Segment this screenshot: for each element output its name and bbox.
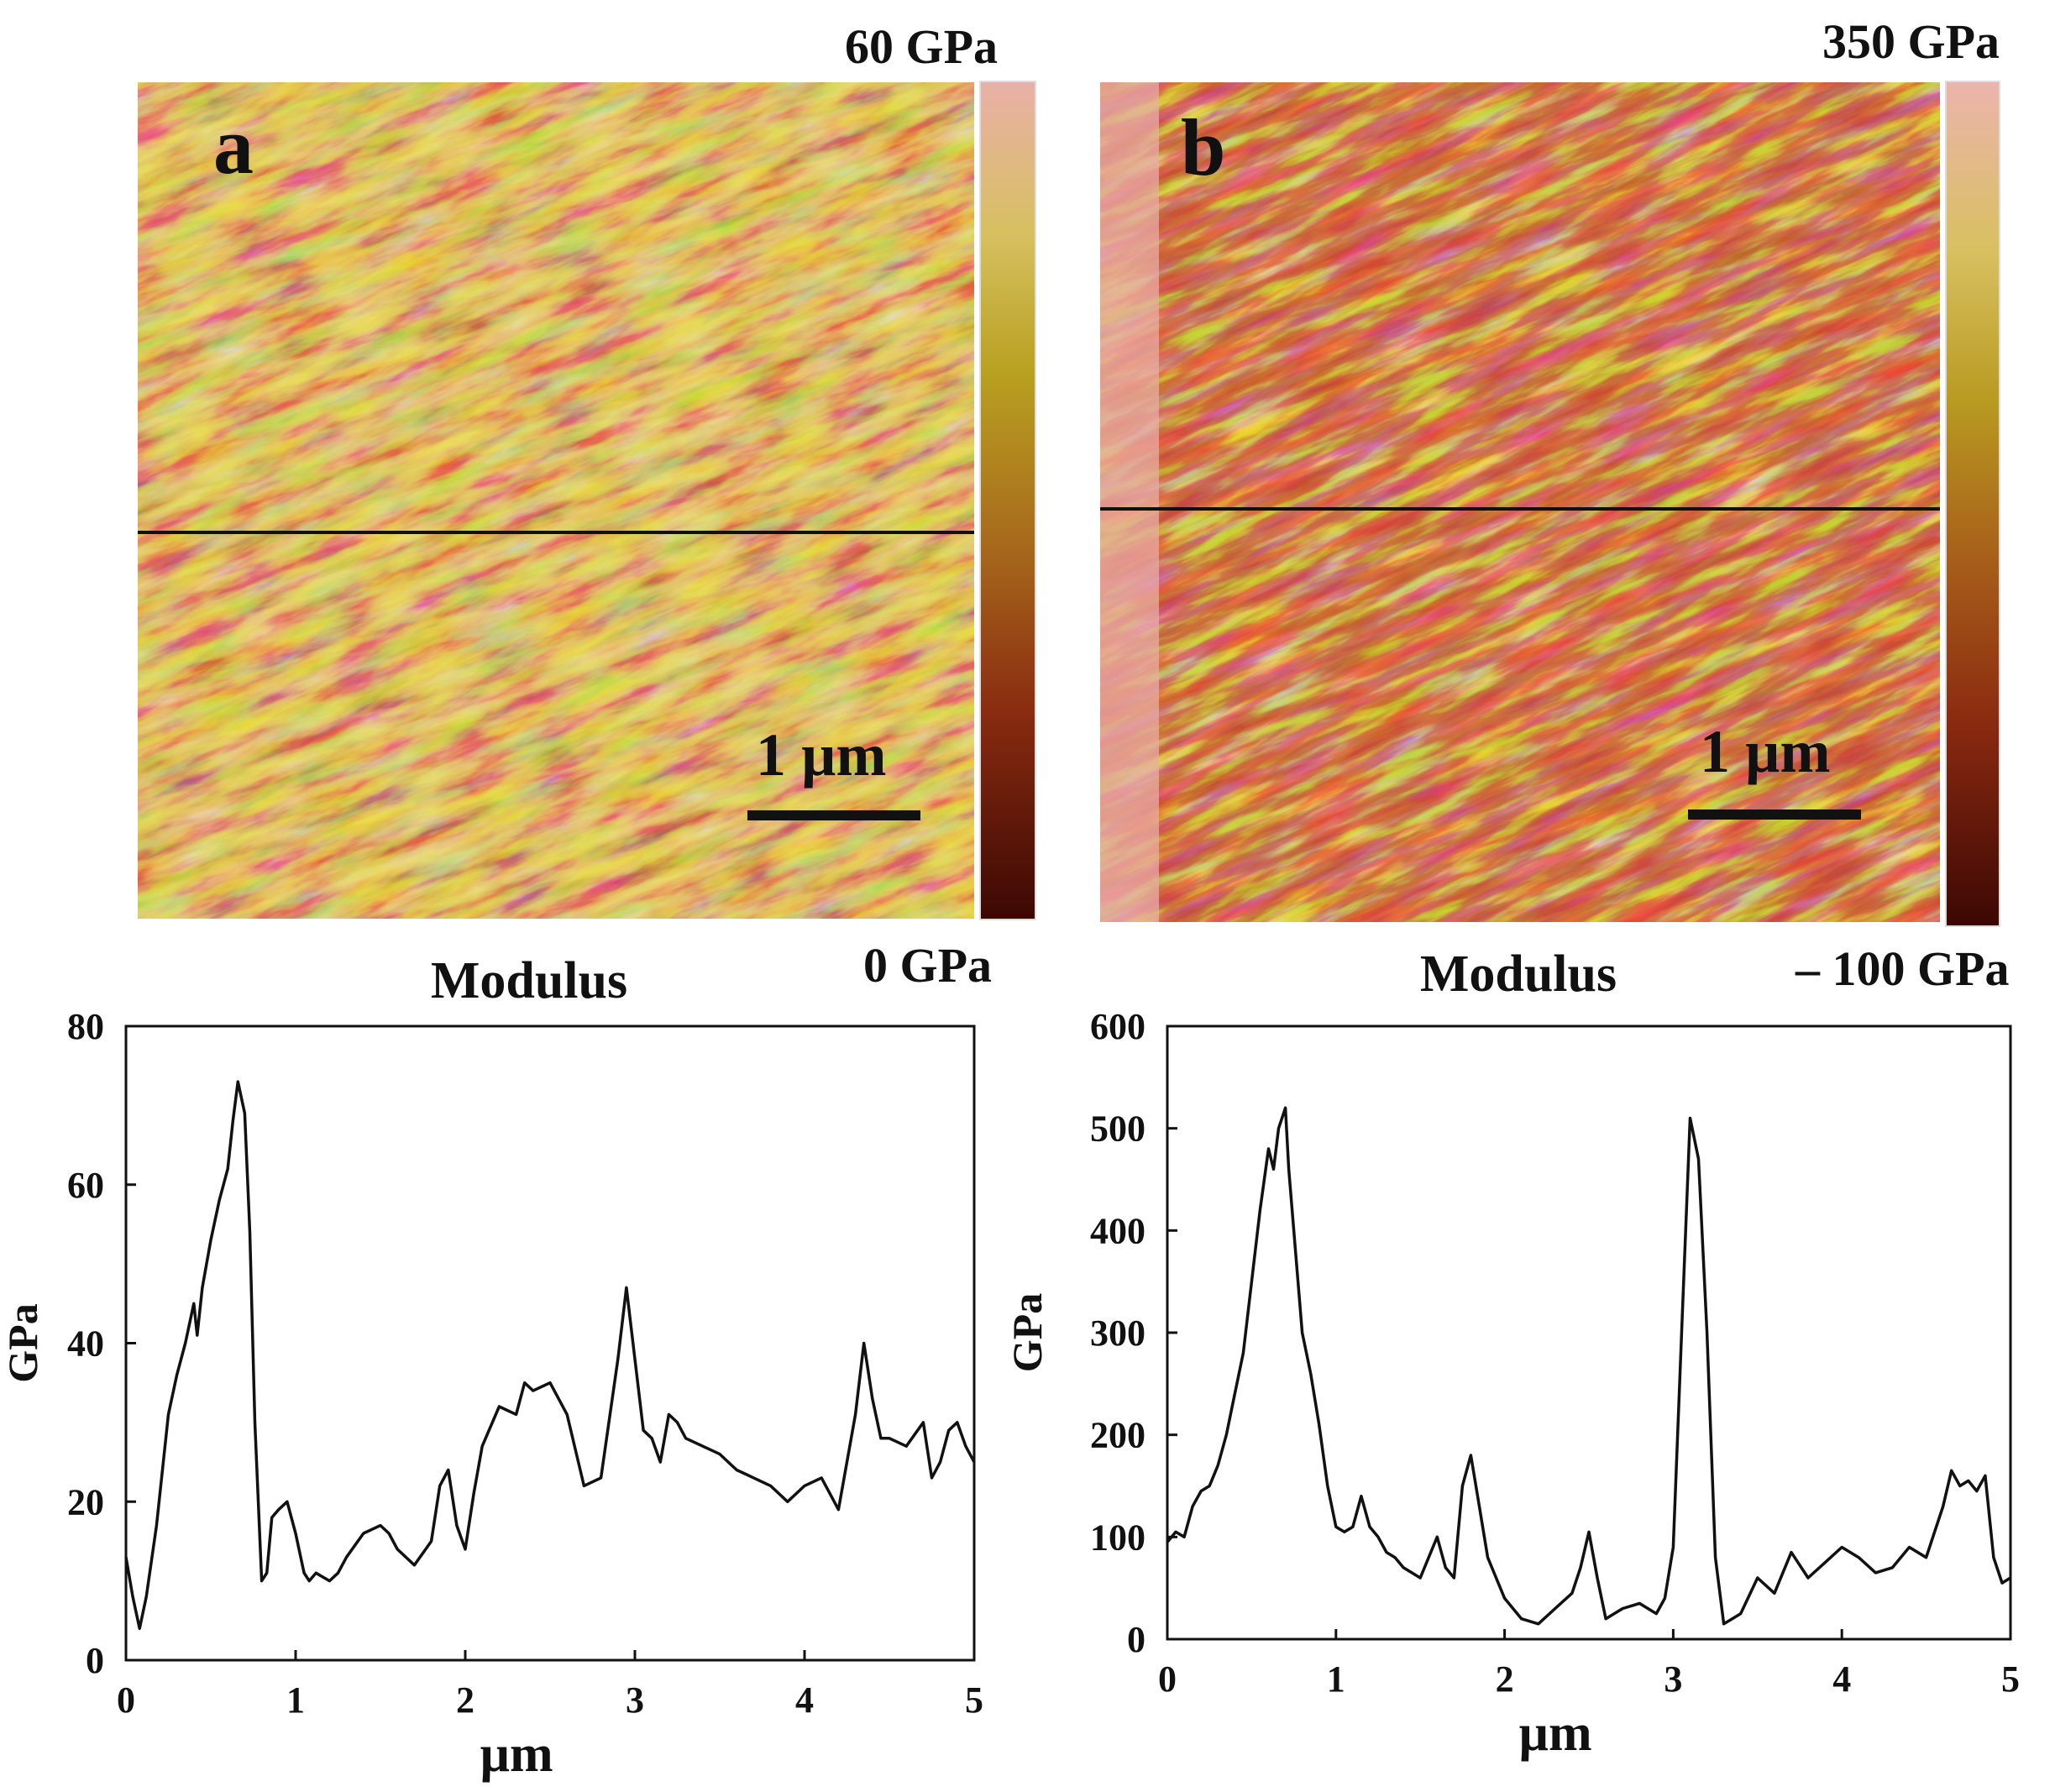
chart-a-xtick-label: 5 (965, 1679, 983, 1721)
panel-b-edge-region (1100, 82, 1159, 922)
chart-a-title: Modulus (431, 952, 627, 1009)
chart-a-xtick-label: 4 (795, 1679, 814, 1721)
panel-b-scale-bar (1688, 810, 1861, 820)
chart-a-xtick-label: 0 (117, 1679, 135, 1721)
chart-b-frame (1166, 1024, 2012, 1641)
panel-a-scale-label: 1 µm (756, 721, 887, 789)
chart-b-xlabel: µm (1518, 1705, 1591, 1762)
chart-b-ytick-label: 600 (1090, 1006, 1145, 1047)
panel-a-cbar-max: 60 GPa (845, 19, 999, 74)
chart-a-xtick-label: 1 (286, 1679, 305, 1721)
panel-a-cbar-min: 0 GPa (863, 938, 993, 993)
panel-b-cbar-min: – 100 GPa (1796, 941, 2010, 996)
chart-a-ytick-label: 40 (67, 1323, 104, 1365)
chart-a-ytick-label: 20 (67, 1481, 104, 1522)
chart-b-ytick-label: 0 (1127, 1619, 1145, 1660)
chart-b-ytick-label: 500 (1090, 1108, 1145, 1150)
chart-b-xtick-label: 5 (2001, 1658, 2020, 1700)
panel-a-scale-bar (747, 810, 920, 820)
chart-b-series-line (1166, 1106, 2011, 1626)
panel-a-colorbar (979, 81, 1036, 920)
chart-a-xtick-label: 3 (626, 1679, 644, 1721)
chart-b-xtick-label: 1 (1327, 1658, 1345, 1700)
chart-b-xtick-label: 3 (1664, 1658, 1682, 1700)
panel-b-letter: b (1181, 102, 1226, 192)
chart-a-ytick-label: 60 (67, 1165, 104, 1206)
panel-a-letter: a (213, 101, 254, 191)
chart-b-xtick-label: 2 (1496, 1658, 1514, 1700)
chart-b-ytick-label: 100 (1090, 1517, 1145, 1558)
chart-b-title: Modulus (1420, 946, 1617, 1003)
chart-a-series-line (124, 1080, 976, 1631)
chart-a-xtick-label: 2 (456, 1679, 474, 1721)
chart-b-ytick-label: 300 (1090, 1313, 1145, 1354)
panel-b-cbar-max: 350 GPa (1822, 14, 2000, 69)
chart-a-xlabel: µm (480, 1726, 553, 1783)
chart-a-ylabel: GPa (0, 1303, 46, 1382)
panel-b-colorbar (1945, 81, 2000, 927)
chart-a-ytick-label: 0 (86, 1640, 104, 1681)
panel-b-scale-label: 1 µm (1700, 718, 1831, 785)
chart-b-ylabel: GPa (1004, 1293, 1051, 1372)
chart-b-xtick-label: 0 (1158, 1658, 1177, 1700)
chart-a-ytick-label: 80 (67, 1006, 104, 1047)
chart-b-xtick-label: 4 (1832, 1658, 1851, 1700)
chart-b-ytick-label: 200 (1090, 1415, 1145, 1456)
chart-b-ytick-label: 400 (1090, 1210, 1145, 1251)
